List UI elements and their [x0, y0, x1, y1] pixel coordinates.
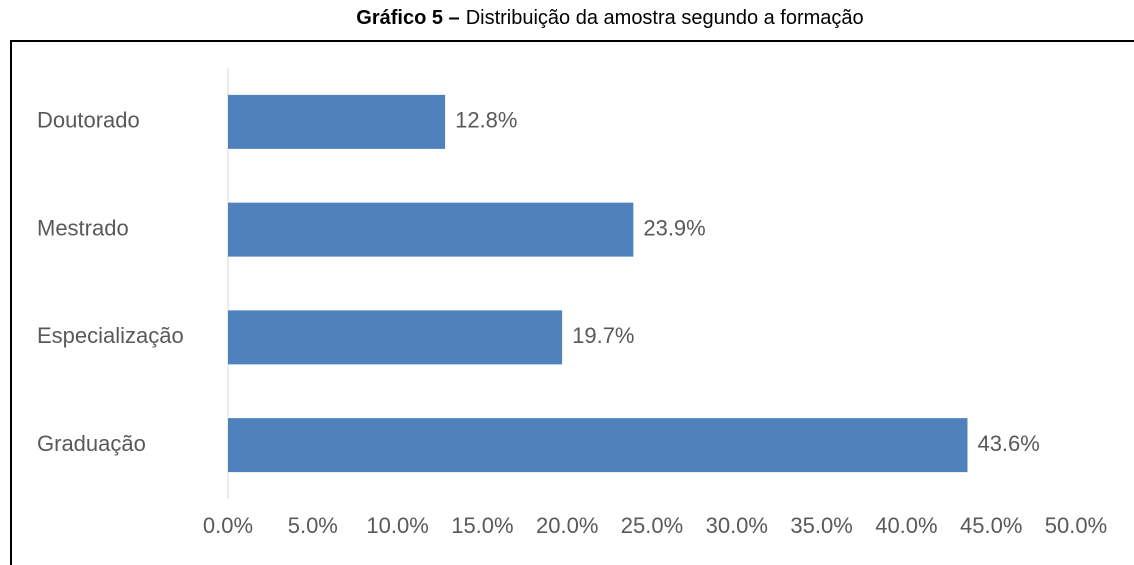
- x-tick-label: 35.0%: [790, 513, 852, 538]
- x-tick-label: 25.0%: [621, 513, 683, 538]
- bar: [228, 202, 634, 257]
- value-label: 19.7%: [572, 323, 634, 348]
- title-text: Distribuição da amostra segundo a formaç…: [466, 7, 864, 29]
- x-tick-label: 0.0%: [203, 513, 253, 538]
- value-label: 43.6%: [977, 431, 1039, 456]
- bar: [228, 310, 563, 365]
- y-tick-label: Especialização: [37, 323, 184, 348]
- x-tick-label: 45.0%: [960, 513, 1022, 538]
- x-tick-label: 15.0%: [451, 513, 513, 538]
- y-tick-label: Doutorado: [37, 108, 140, 133]
- chart-title: Gráfico 5 – Distribuição da amostra segun…: [356, 7, 863, 29]
- value-label: 23.9%: [643, 215, 705, 240]
- bar: [228, 94, 446, 149]
- bar: [228, 418, 968, 473]
- value-label: 12.8%: [455, 108, 517, 133]
- x-tick-label: 5.0%: [288, 513, 338, 538]
- x-tick-label: 10.0%: [366, 513, 428, 538]
- x-tick-label: 40.0%: [875, 513, 937, 538]
- title-prefix: Gráfico 5 –: [356, 7, 459, 29]
- x-tick-label: 20.0%: [536, 513, 598, 538]
- x-tick-label: 50.0%: [1045, 513, 1107, 538]
- y-tick-label: Mestrado: [37, 215, 129, 240]
- x-tick-label: 30.0%: [706, 513, 768, 538]
- y-tick-label: Graduação: [37, 431, 146, 456]
